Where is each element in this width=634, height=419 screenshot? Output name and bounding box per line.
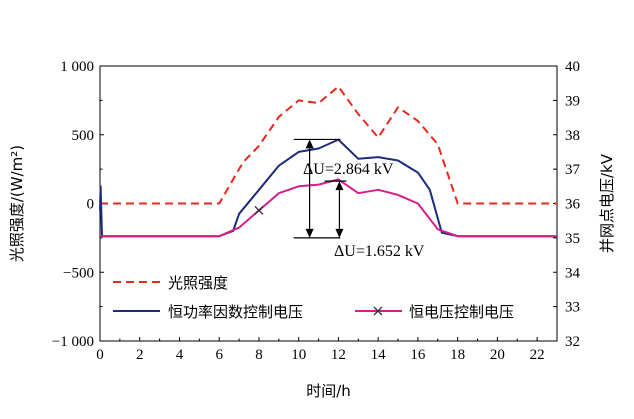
series-line-3 [100, 178, 557, 238]
y-right-tick-label: 38 [565, 128, 580, 144]
x-tick-label: 8 [255, 347, 263, 363]
arrow-head [305, 228, 314, 238]
y-left-tick-label: 500 [72, 128, 95, 144]
marker-stroke [373, 306, 383, 316]
legend-label-3: 恒电压控制电压 [409, 303, 514, 321]
y-right-tick-label: 35 [565, 231, 580, 247]
x-tick-label: 4 [176, 347, 184, 363]
x-tick-label: 16 [410, 347, 426, 363]
y-right-tick-label: 34 [565, 265, 581, 281]
x-tick-label: 14 [371, 347, 387, 363]
series-marker-x [254, 205, 264, 215]
series-layer [99, 85, 557, 238]
y-left-tick-label: −500 [63, 265, 94, 281]
y-axis-left-label: 光照强度/(W/m²) [8, 145, 26, 262]
x-tick-label: 0 [96, 347, 104, 363]
arrow-head [335, 181, 344, 191]
x-tick-label: 20 [490, 347, 505, 363]
annotation-1-label: ΔU=2.864 kV [303, 161, 394, 178]
y-right-tick-label: 37 [565, 162, 581, 178]
x-tick-label: 12 [331, 347, 346, 363]
marker-stroke [254, 205, 264, 215]
x-tick-label: 10 [291, 347, 306, 363]
arrow-head [335, 228, 344, 238]
y-left-tick-label: 0 [87, 197, 95, 213]
x-tick-label: 18 [450, 347, 465, 363]
y-right-tick-label: 36 [565, 197, 581, 213]
x-axis-label: 时间/h [306, 382, 351, 400]
legend-label-2: 恒功率因数控制电压 [168, 303, 303, 321]
series-line-2 [99, 138, 557, 238]
legend-label-1: 光照强度 [168, 274, 228, 292]
y-right-tick-label: 40 [565, 59, 580, 75]
x-tick-label: 22 [530, 347, 545, 363]
annotations-layer: ΔU=2.864 kV ΔU=1.652 kV [293, 138, 425, 260]
y-left-tick-label: −1 000 [52, 334, 94, 350]
y-right-tick-label: 39 [565, 93, 580, 109]
x-tick-label: 2 [136, 347, 144, 363]
y-left-tick-label: 1 000 [60, 59, 94, 75]
y-right-tick-label: 33 [565, 300, 580, 316]
legend-marker-x [373, 306, 383, 316]
series-line-1 [100, 85, 557, 205]
arrow-head [305, 139, 314, 149]
x-tick-label: 6 [215, 347, 223, 363]
annotation-2-label: ΔU=1.652 kV [334, 243, 425, 260]
y-right-tick-label: 32 [565, 334, 580, 350]
y-axis-right-label: 并网点电压/kV [598, 153, 616, 253]
axis-ticks: 0 2 4 6 8 10 12 14 16 18 20 22 −1 000 −500 0 500 1 000 32… [52, 59, 581, 363]
